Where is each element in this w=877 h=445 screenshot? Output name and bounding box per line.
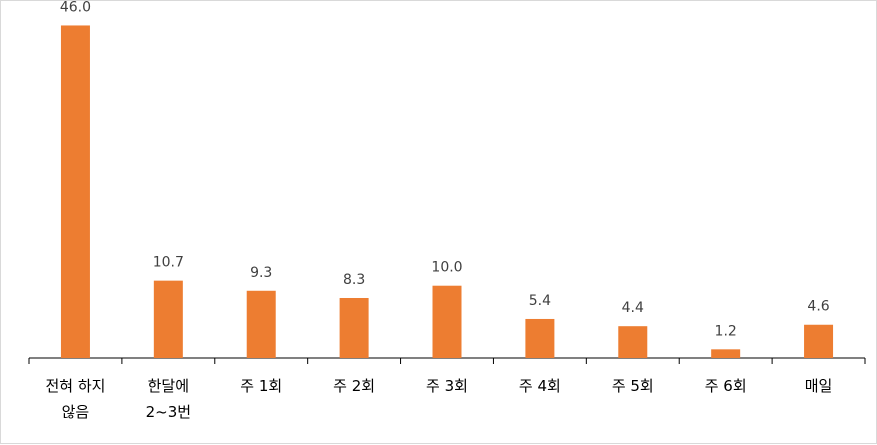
category-label: 매일 bbox=[805, 377, 833, 395]
data-label: 5.4 bbox=[529, 293, 551, 309]
bar bbox=[618, 326, 648, 358]
category-label: 주 3회 bbox=[426, 377, 468, 395]
bar bbox=[153, 280, 183, 358]
bar bbox=[339, 297, 369, 358]
category-label: 주 4회 bbox=[519, 377, 561, 395]
category-label: 주 1회 bbox=[240, 377, 282, 395]
data-label: 46.0 bbox=[60, 1, 91, 15]
category-label: 한달에 bbox=[148, 377, 189, 395]
data-label: 8.3 bbox=[343, 272, 365, 288]
category-label: 주 6회 bbox=[705, 377, 747, 395]
bar bbox=[60, 25, 90, 358]
category-label: 전혀 하지 bbox=[45, 377, 105, 395]
bar bbox=[525, 318, 555, 358]
data-label: 9.3 bbox=[250, 265, 272, 281]
category-label: 주 5회 bbox=[612, 377, 654, 395]
category-label: 주 2회 bbox=[333, 377, 375, 395]
data-label: 10.7 bbox=[153, 255, 184, 271]
bar bbox=[432, 285, 462, 358]
data-label: 10.0 bbox=[431, 260, 462, 276]
data-label: 4.6 bbox=[807, 299, 829, 315]
bar bbox=[246, 290, 276, 358]
bar bbox=[804, 324, 834, 358]
data-label: 4.4 bbox=[622, 300, 644, 316]
category-label: 않음 bbox=[62, 403, 90, 421]
category-label: 2~3번 bbox=[146, 403, 191, 421]
bar-series bbox=[60, 25, 834, 358]
data-label: 1.2 bbox=[715, 323, 737, 339]
data-labels: 46.0 10.7 9.3 8.3 10.0 5.4 4.4 1.2 4.6 bbox=[60, 1, 830, 339]
x-axis-ticks bbox=[28, 358, 866, 364]
bar bbox=[711, 349, 741, 358]
